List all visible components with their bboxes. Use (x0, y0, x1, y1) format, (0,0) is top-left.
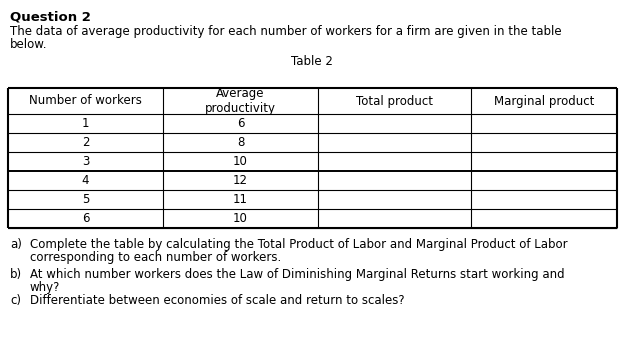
FancyBboxPatch shape (8, 88, 163, 114)
Text: Total product: Total product (356, 95, 433, 107)
Text: Complete the table by calculating the Total Product of Labor and Marginal Produc: Complete the table by calculating the To… (30, 238, 568, 251)
FancyBboxPatch shape (318, 88, 471, 114)
Text: 11: 11 (233, 193, 248, 206)
FancyBboxPatch shape (163, 133, 318, 152)
FancyBboxPatch shape (318, 133, 471, 152)
Text: a): a) (10, 238, 22, 251)
FancyBboxPatch shape (471, 209, 617, 228)
Text: Marginal product: Marginal product (494, 95, 594, 107)
Text: Number of workers: Number of workers (29, 95, 142, 107)
Text: 2: 2 (82, 136, 89, 149)
Text: Question 2: Question 2 (10, 10, 91, 23)
FancyBboxPatch shape (318, 190, 471, 209)
FancyBboxPatch shape (8, 152, 163, 171)
Text: 1: 1 (82, 117, 89, 130)
FancyBboxPatch shape (163, 171, 318, 190)
FancyBboxPatch shape (318, 114, 471, 133)
FancyBboxPatch shape (471, 133, 617, 152)
Text: Differentiate between economies of scale and return to scales?: Differentiate between economies of scale… (30, 294, 404, 307)
FancyBboxPatch shape (163, 88, 318, 114)
FancyBboxPatch shape (163, 152, 318, 171)
Text: Average
productivity: Average productivity (205, 87, 276, 115)
Text: below.: below. (10, 38, 48, 51)
Text: c): c) (10, 294, 21, 307)
Text: 4: 4 (82, 174, 89, 187)
FancyBboxPatch shape (163, 114, 318, 133)
FancyBboxPatch shape (471, 152, 617, 171)
FancyBboxPatch shape (163, 190, 318, 209)
Text: why?: why? (30, 281, 61, 294)
FancyBboxPatch shape (8, 209, 163, 228)
FancyBboxPatch shape (471, 88, 617, 114)
FancyBboxPatch shape (471, 114, 617, 133)
Text: 6: 6 (237, 117, 244, 130)
Text: 6: 6 (82, 212, 89, 225)
Text: The data of average productivity for each number of workers for a firm are given: The data of average productivity for eac… (10, 25, 562, 38)
FancyBboxPatch shape (318, 152, 471, 171)
FancyBboxPatch shape (8, 171, 163, 190)
Text: 3: 3 (82, 155, 89, 168)
Text: At which number workers does the Law of Diminishing Marginal Returns start worki: At which number workers does the Law of … (30, 268, 564, 281)
Text: 8: 8 (237, 136, 244, 149)
Text: 10: 10 (233, 212, 248, 225)
Text: 12: 12 (233, 174, 248, 187)
FancyBboxPatch shape (471, 190, 617, 209)
Text: b): b) (10, 268, 22, 281)
FancyBboxPatch shape (318, 209, 471, 228)
Text: corresponding to each number of workers.: corresponding to each number of workers. (30, 251, 281, 264)
Text: 10: 10 (233, 155, 248, 168)
FancyBboxPatch shape (8, 133, 163, 152)
FancyBboxPatch shape (163, 209, 318, 228)
FancyBboxPatch shape (318, 171, 471, 190)
FancyBboxPatch shape (471, 171, 617, 190)
Text: 5: 5 (82, 193, 89, 206)
FancyBboxPatch shape (8, 114, 163, 133)
Text: Table 2: Table 2 (291, 55, 333, 68)
FancyBboxPatch shape (8, 190, 163, 209)
